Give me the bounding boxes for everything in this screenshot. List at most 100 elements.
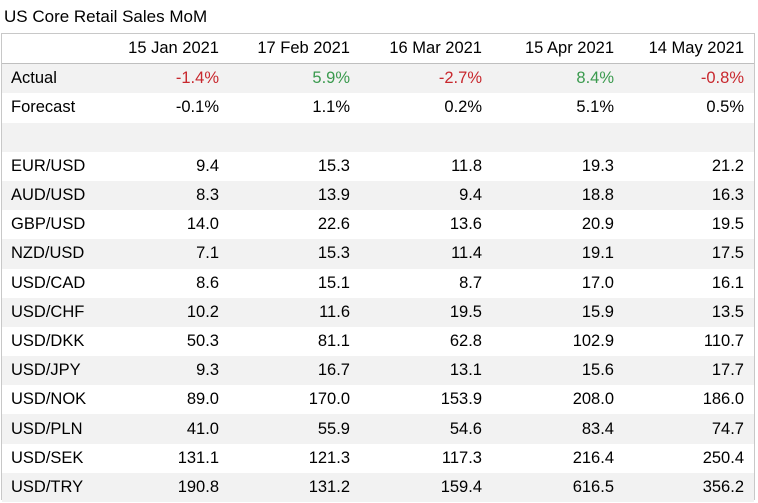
table-row: USD/CAD 8.6 15.1 8.7 17.0 16.1: [2, 269, 754, 298]
row-label: Actual: [2, 63, 98, 94]
table-cell: 50.3: [186, 331, 219, 350]
table-cell: 19.1: [492, 239, 624, 269]
column-header: 14 May 2021: [624, 34, 754, 65]
row-label: USD/JPY: [2, 356, 98, 386]
table-cell: 21.2: [711, 156, 744, 175]
table-cell: 0.5%: [706, 98, 744, 117]
table-cell: 81.1: [317, 331, 350, 350]
table-cell: 8.6: [196, 273, 219, 292]
table-cell: 8.4%: [492, 63, 624, 94]
table-cell: 17.0: [581, 273, 614, 292]
table-row: USD/CHF 10.2 11.6 19.5 15.9 13.5: [2, 297, 754, 327]
row-label: [2, 122, 98, 152]
table-row: EUR/USD 9.4 15.3 11.8 19.3 21.2: [2, 152, 754, 181]
table-row: Forecast -0.1% 1.1% 0.2% 5.1% 0.5%: [2, 93, 754, 122]
table-row: USD/PLN 41.0 55.9 54.6 83.4 74.7: [2, 414, 754, 444]
row-label: USD/DKK: [11, 331, 85, 350]
table-cell: 19.5: [360, 297, 492, 327]
table-cell: 11.6: [229, 297, 360, 327]
table-cell: [492, 122, 624, 152]
corner-header-cell: [2, 34, 98, 65]
table-cell: [624, 122, 754, 152]
table-row: Actual -1.4% 5.9% -2.7% 8.4% -0.8%: [2, 63, 754, 94]
table-cell: -2.7%: [360, 63, 492, 94]
row-label: USD/CAD: [11, 273, 86, 292]
table-cell: 54.6: [360, 414, 492, 444]
table-cell: 13.1: [360, 356, 492, 386]
row-label: AUD/USD: [2, 180, 98, 211]
header-row: 15 Jan 2021 17 Feb 2021 16 Mar 2021 15 A…: [2, 34, 754, 65]
table-cell: 190.8: [98, 472, 229, 502]
row-label: USD/SEK: [11, 448, 84, 467]
table-cell: 186.0: [702, 390, 744, 409]
table-cell: 17.7: [624, 356, 754, 386]
table-cell: 62.8: [449, 331, 482, 350]
table-cell: -1.4%: [98, 63, 229, 94]
table-row: GBP/USD 14.0 22.6 13.6 20.9 19.5: [2, 210, 754, 239]
table-cell: 9.4: [360, 180, 492, 211]
table-cell: 216.4: [572, 448, 614, 467]
column-header: 15 Jan 2021: [98, 34, 229, 65]
table-cell: 208.0: [572, 390, 614, 409]
table-cell: 110.7: [703, 331, 744, 350]
table-cell: 55.9: [229, 414, 360, 444]
table-row: USD/JPY 9.3 16.7 13.1 15.6 17.7: [2, 356, 754, 386]
table-cell: 13.9: [229, 180, 360, 211]
table-row: USD/TRY 190.8 131.2 159.4 616.5 356.2: [2, 472, 754, 502]
table-cell: 18.8: [492, 180, 624, 211]
table-cell: 8.7: [459, 273, 482, 292]
table-cell: 19.5: [711, 215, 744, 234]
table-cell: [360, 122, 492, 152]
table-cell: 13.6: [449, 215, 482, 234]
table-cell: 170.0: [308, 390, 350, 409]
data-table: 15 Jan 2021 17 Feb 2021 16 Mar 2021 15 A…: [2, 34, 754, 502]
table-cell: -0.8%: [624, 63, 754, 94]
table-cell: 7.1: [98, 239, 229, 269]
table-cell: 131.1: [177, 448, 219, 467]
table-cell: 0.2%: [444, 98, 482, 117]
table-title: US Core Retail Sales MoM: [4, 7, 208, 26]
table-cell: 8.3: [98, 180, 229, 211]
table-cell: 19.3: [581, 156, 614, 175]
table-cell: 11.8: [451, 156, 482, 175]
table-cell: 9.3: [98, 356, 229, 386]
table-cell: 131.2: [229, 472, 360, 502]
table-cell: 13.5: [624, 297, 754, 327]
table-cell: 15.9: [492, 297, 624, 327]
table-cell: 17.5: [624, 239, 754, 269]
row-label: USD/NOK: [11, 390, 87, 409]
table-row: AUD/USD 8.3 13.9 9.4 18.8 16.3: [2, 180, 754, 211]
table-cell: 356.2: [624, 472, 754, 502]
table-cell: 616.5: [492, 472, 624, 502]
table-cell: [229, 122, 360, 152]
table-cell: 14.0: [186, 215, 219, 234]
column-header: 16 Mar 2021: [360, 34, 492, 65]
table-cell: 15.3: [317, 156, 350, 175]
row-label: GBP/USD: [11, 215, 86, 234]
table-cell: 153.9: [440, 390, 482, 409]
table-cell: 121.3: [308, 448, 350, 467]
table-cell: 15.1: [317, 273, 350, 292]
table-cell: 89.0: [186, 390, 219, 409]
column-header: 15 Apr 2021: [492, 34, 624, 65]
table-cell: 16.3: [624, 180, 754, 211]
row-label: NZD/USD: [2, 239, 98, 269]
table-cell: -0.1%: [175, 98, 219, 117]
table-cell: 11.4: [360, 239, 492, 269]
table-cell: 117.3: [441, 448, 482, 467]
table-cell: 9.4: [196, 156, 219, 175]
table-cell: 102.9: [572, 331, 614, 350]
table-row: USD/SEK 131.1 121.3 117.3 216.4 250.4: [2, 444, 754, 473]
row-label: Forecast: [11, 98, 76, 117]
table-body: Actual -1.4% 5.9% -2.7% 8.4% -0.8% Forecast -0.…: [2, 63, 754, 502]
table-row: USD/DKK 50.3 81.1 62.8 102.9 110.7: [2, 327, 754, 356]
table-cell: 10.2: [98, 297, 229, 327]
row-label: USD/PLN: [2, 414, 98, 444]
table-cell: 16.1: [711, 273, 744, 292]
table-cell: 41.0: [98, 414, 229, 444]
column-header: 17 Feb 2021: [229, 34, 360, 65]
table-cell: 15.3: [229, 239, 360, 269]
table-cell: 74.7: [624, 414, 754, 444]
table-row: USD/NOK 89.0 170.0 153.9 208.0 186.0: [2, 385, 754, 414]
table-cell: 20.9: [581, 215, 614, 234]
